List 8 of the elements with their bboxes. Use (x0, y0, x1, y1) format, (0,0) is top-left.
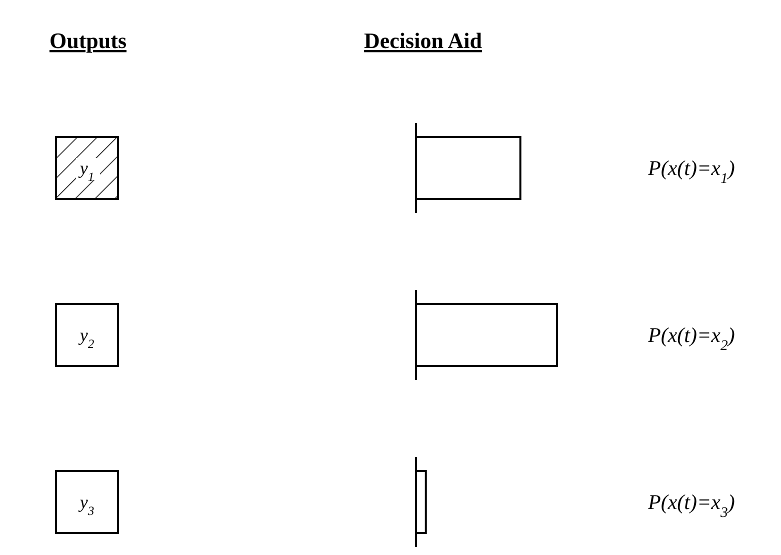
text: y$_{3}$ (78, 492, 94, 518)
text: y$_{2}$ (78, 325, 95, 351)
y-tick-label: P(x(t)=x$_{3}$) (647, 490, 735, 521)
y-tick-label: P(x(t)=x$_{1}$) (647, 156, 735, 187)
chart-title: Decision Aid (364, 28, 482, 53)
text: y$_{1}$ (78, 158, 94, 184)
text: Outputs (49, 28, 127, 53)
y-tick-label: P(x(t)=x$_{2}$) (647, 323, 735, 354)
